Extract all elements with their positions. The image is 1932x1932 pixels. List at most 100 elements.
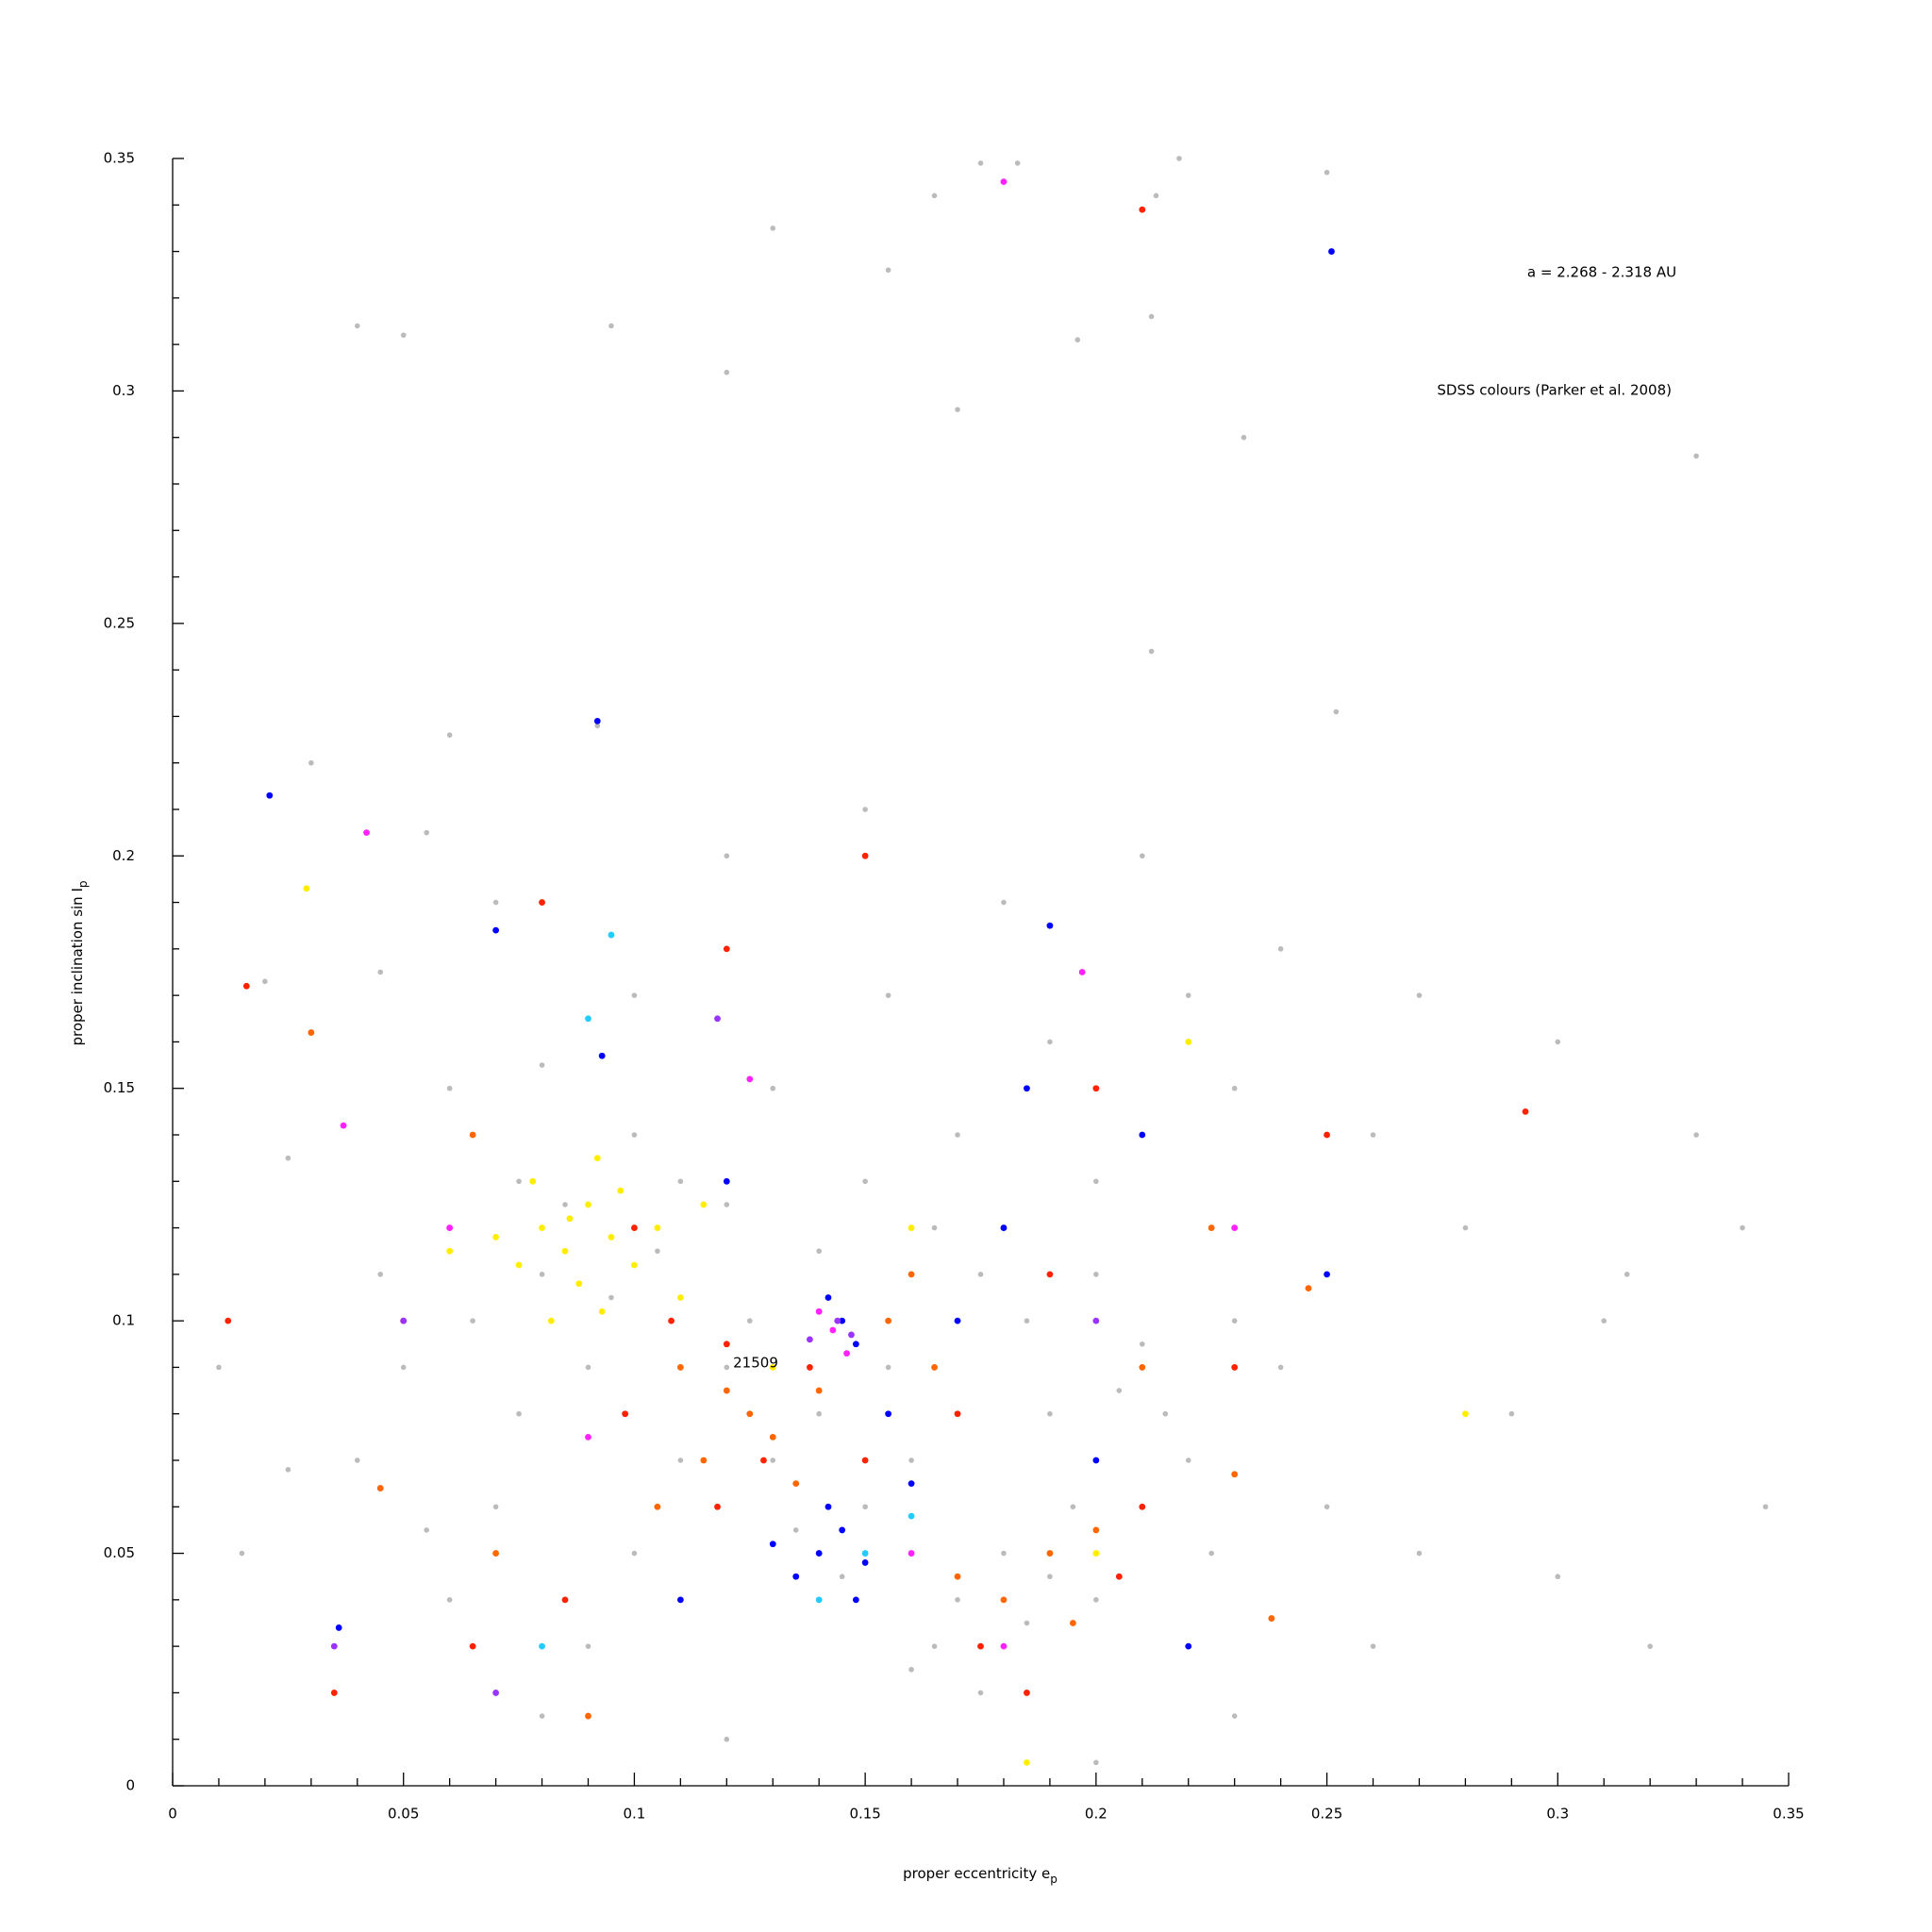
point bbox=[955, 1132, 960, 1138]
point bbox=[1024, 1085, 1030, 1092]
point bbox=[400, 1317, 408, 1324]
point bbox=[242, 982, 250, 990]
point bbox=[1241, 434, 1247, 441]
point bbox=[668, 1317, 675, 1324]
point bbox=[529, 1177, 537, 1185]
point bbox=[908, 1224, 915, 1231]
point bbox=[216, 1364, 222, 1371]
point bbox=[631, 1132, 638, 1138]
point bbox=[1555, 1574, 1561, 1580]
point bbox=[1139, 206, 1146, 213]
point bbox=[363, 829, 370, 837]
point bbox=[446, 1224, 454, 1231]
point bbox=[770, 1457, 776, 1463]
point bbox=[1462, 1410, 1469, 1418]
point bbox=[807, 1364, 813, 1371]
y-tick-label: 0.2 bbox=[112, 847, 135, 864]
point bbox=[885, 267, 891, 274]
y-tick-label: 0.05 bbox=[104, 1544, 135, 1561]
point bbox=[885, 1410, 892, 1418]
point bbox=[377, 969, 384, 975]
point bbox=[516, 1178, 522, 1185]
point bbox=[1462, 1224, 1469, 1231]
point bbox=[377, 1272, 384, 1277]
point bbox=[824, 1503, 832, 1510]
point bbox=[861, 1457, 869, 1464]
point bbox=[714, 1503, 721, 1510]
y-tick-label: 0.1 bbox=[112, 1312, 135, 1329]
point bbox=[1208, 1550, 1215, 1557]
point bbox=[1001, 899, 1007, 906]
point bbox=[594, 723, 601, 729]
point bbox=[931, 192, 938, 199]
point bbox=[908, 1271, 915, 1278]
x-tick-label: 0 bbox=[168, 1806, 177, 1823]
point bbox=[492, 1550, 499, 1557]
y-tick-label: 0.3 bbox=[112, 382, 135, 399]
point bbox=[1176, 156, 1182, 161]
point bbox=[760, 1457, 767, 1464]
point bbox=[954, 1410, 961, 1418]
point bbox=[585, 1712, 591, 1720]
x-tick-label: 0.2 bbox=[1085, 1806, 1108, 1823]
point bbox=[834, 1317, 841, 1324]
point bbox=[1093, 1178, 1099, 1185]
point bbox=[424, 1527, 429, 1533]
point bbox=[746, 1075, 754, 1083]
point bbox=[848, 1331, 855, 1339]
point bbox=[654, 1503, 661, 1510]
point bbox=[908, 1480, 915, 1488]
point bbox=[1047, 1039, 1053, 1045]
point bbox=[677, 1457, 684, 1463]
point bbox=[862, 1178, 868, 1185]
point bbox=[492, 899, 499, 906]
point bbox=[746, 1318, 753, 1324]
point bbox=[608, 1294, 614, 1301]
point bbox=[446, 732, 453, 738]
point bbox=[400, 1364, 407, 1371]
point bbox=[862, 1504, 868, 1510]
point bbox=[700, 1201, 708, 1208]
point bbox=[954, 1317, 961, 1324]
point bbox=[724, 853, 730, 859]
point bbox=[608, 323, 614, 329]
point bbox=[562, 1202, 568, 1208]
point bbox=[585, 1643, 591, 1649]
point bbox=[1624, 1272, 1630, 1277]
point bbox=[723, 1387, 730, 1394]
point bbox=[1139, 1131, 1146, 1139]
point bbox=[561, 1596, 569, 1604]
point bbox=[723, 945, 730, 953]
point bbox=[885, 1364, 891, 1371]
point bbox=[262, 978, 268, 985]
point bbox=[1370, 1643, 1376, 1649]
y-tick-label: 0 bbox=[125, 1777, 135, 1794]
point bbox=[839, 1574, 845, 1580]
point bbox=[1092, 1085, 1100, 1092]
point bbox=[769, 1433, 776, 1441]
point bbox=[1277, 1364, 1284, 1371]
point bbox=[330, 1642, 338, 1650]
point bbox=[1115, 1573, 1123, 1580]
point bbox=[816, 1248, 822, 1255]
point bbox=[908, 1550, 915, 1557]
point bbox=[1277, 946, 1284, 952]
point bbox=[539, 1224, 545, 1231]
point bbox=[469, 1642, 476, 1650]
point bbox=[1231, 1713, 1238, 1719]
point bbox=[1647, 1643, 1653, 1649]
point bbox=[1024, 1758, 1030, 1766]
point bbox=[977, 160, 984, 166]
point bbox=[585, 1364, 591, 1371]
point bbox=[1046, 922, 1054, 929]
point bbox=[1370, 1132, 1376, 1138]
point bbox=[1046, 1271, 1054, 1278]
point bbox=[1000, 1224, 1008, 1231]
point bbox=[824, 1294, 832, 1301]
point bbox=[593, 1155, 601, 1162]
point bbox=[1231, 1085, 1238, 1091]
point bbox=[676, 1364, 684, 1371]
point bbox=[446, 1597, 453, 1603]
point bbox=[792, 1573, 800, 1580]
point bbox=[843, 1350, 850, 1357]
